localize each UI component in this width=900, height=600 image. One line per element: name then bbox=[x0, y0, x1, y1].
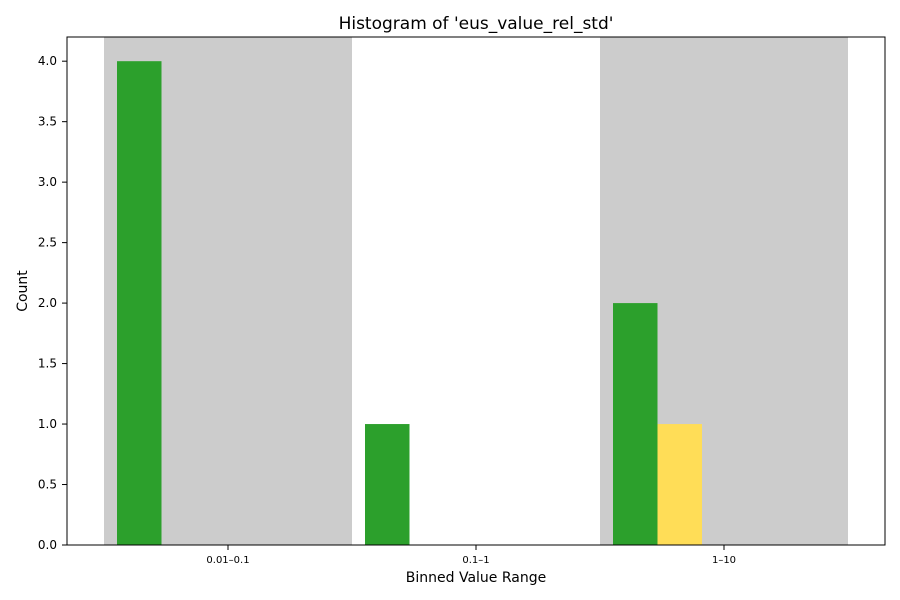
y-tick-label: 1.5 bbox=[38, 357, 57, 371]
y-axis: 0.0 0.5 1.0 1.5 2.0 2.5 3.0 3.5 4.0 bbox=[38, 54, 67, 552]
chart-title: Histogram of 'eus_value_rel_std' bbox=[339, 14, 614, 34]
y-tick-label: 1.0 bbox=[38, 417, 57, 431]
y-tick-label: 3.5 bbox=[38, 115, 57, 129]
x-tick-label: 1–10 bbox=[712, 555, 736, 566]
bar bbox=[657, 424, 702, 545]
bar bbox=[117, 61, 162, 545]
x-axis: 0.01–0.1 0.1–1 1–10 bbox=[206, 545, 736, 566]
x-tick-label: 0.1–1 bbox=[462, 555, 489, 566]
x-axis-label: Binned Value Range bbox=[406, 570, 546, 586]
x-tick-label: 0.01–0.1 bbox=[206, 555, 249, 566]
bar bbox=[613, 303, 658, 545]
y-tick-label: 2.0 bbox=[38, 296, 57, 310]
y-tick-label: 3.0 bbox=[38, 175, 57, 189]
y-axis-label: Count bbox=[15, 270, 31, 312]
y-tick-label: 0.5 bbox=[38, 478, 57, 492]
y-tick-label: 4.0 bbox=[38, 54, 57, 68]
y-tick-label: 2.5 bbox=[38, 236, 57, 250]
category-shading-group bbox=[104, 37, 848, 545]
y-tick-label: 0.0 bbox=[38, 538, 57, 552]
bar bbox=[365, 424, 410, 545]
bars-group bbox=[117, 61, 702, 545]
